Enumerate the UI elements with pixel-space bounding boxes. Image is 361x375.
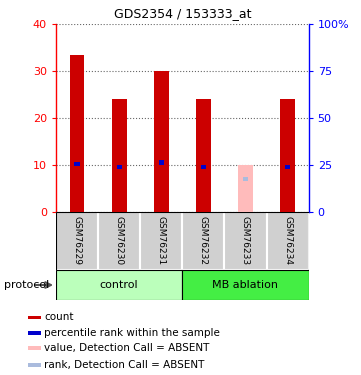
Bar: [28, 331, 41, 334]
Text: count: count: [44, 312, 73, 322]
Text: GSM76234: GSM76234: [283, 216, 292, 266]
Bar: [280, 99, 295, 212]
Text: GSM76233: GSM76233: [241, 216, 250, 266]
Text: GSM76229: GSM76229: [73, 216, 82, 266]
Bar: [243, 177, 248, 182]
Bar: [56, 270, 182, 300]
Text: control: control: [100, 280, 138, 290]
Bar: [117, 165, 122, 169]
Bar: [182, 270, 309, 300]
Text: MB ablation: MB ablation: [213, 280, 278, 290]
Bar: [201, 165, 206, 169]
Bar: [70, 55, 84, 212]
Bar: [225, 212, 266, 270]
Bar: [238, 165, 253, 212]
Bar: [28, 346, 41, 350]
Text: rank, Detection Call = ABSENT: rank, Detection Call = ABSENT: [44, 360, 204, 370]
Text: GSM76231: GSM76231: [157, 216, 166, 266]
Bar: [140, 212, 182, 270]
Bar: [56, 212, 98, 270]
Bar: [196, 99, 211, 212]
Bar: [112, 99, 126, 212]
Text: percentile rank within the sample: percentile rank within the sample: [44, 328, 220, 338]
Bar: [98, 212, 140, 270]
Bar: [28, 315, 41, 320]
Bar: [154, 71, 169, 212]
Bar: [182, 212, 225, 270]
Bar: [285, 165, 290, 169]
Text: GSM76230: GSM76230: [115, 216, 123, 266]
Text: value, Detection Call = ABSENT: value, Detection Call = ABSENT: [44, 343, 209, 353]
Bar: [74, 162, 79, 166]
Bar: [159, 160, 164, 165]
Bar: [266, 212, 309, 270]
Title: GDS2354 / 153333_at: GDS2354 / 153333_at: [114, 8, 251, 20]
Text: protocol: protocol: [4, 280, 49, 290]
Text: GSM76232: GSM76232: [199, 216, 208, 266]
Bar: [28, 363, 41, 367]
